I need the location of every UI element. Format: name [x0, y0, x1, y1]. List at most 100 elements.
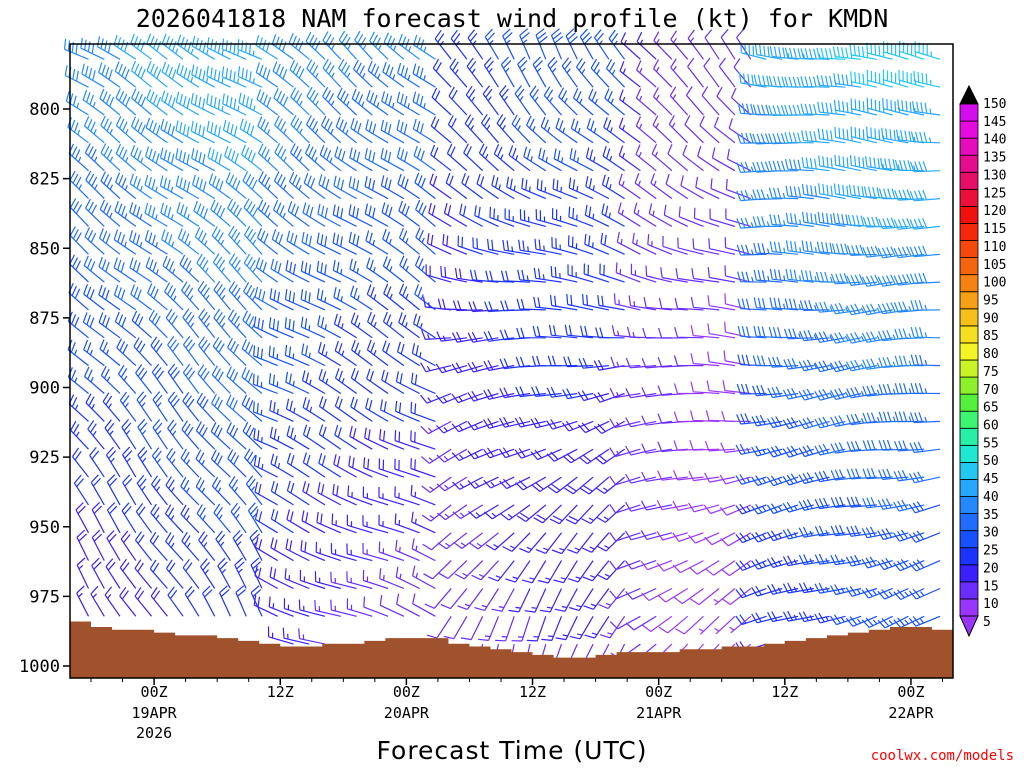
wind-barb — [68, 143, 89, 172]
wind-barb — [76, 557, 90, 589]
wind-barb — [364, 147, 389, 172]
wind-barb — [599, 615, 626, 639]
wind-barb — [378, 514, 405, 534]
wind-barb — [502, 239, 531, 255]
wind-barb — [737, 354, 767, 367]
wind-barb — [862, 439, 893, 451]
wind-barb — [286, 509, 310, 534]
wind-barb — [300, 540, 326, 562]
colorbar-segment — [959, 496, 979, 514]
wind-barb — [830, 360, 862, 373]
wind-barb — [196, 392, 216, 422]
wind-barb — [411, 343, 436, 367]
wind-barb — [555, 117, 578, 144]
wind-barb — [736, 413, 767, 425]
wind-barb — [333, 286, 357, 311]
wind-barb — [467, 331, 499, 343]
wind-barb — [801, 157, 830, 172]
wind-barb — [175, 120, 200, 144]
wind-barb — [244, 448, 263, 478]
wind-barb — [382, 340, 405, 367]
wind-barb — [585, 147, 610, 172]
wind-barb — [366, 257, 389, 283]
wind-barb — [106, 474, 121, 506]
wind-barb — [349, 147, 373, 172]
wind-barb — [830, 469, 862, 481]
wind-barb — [581, 532, 610, 553]
wind-barb — [105, 558, 121, 589]
wind-barb — [84, 227, 105, 255]
wind-barb — [145, 146, 168, 172]
wind-barb — [830, 496, 862, 508]
wind-barb — [707, 267, 736, 283]
wind-barb — [682, 144, 704, 172]
wind-barb — [474, 588, 500, 611]
wind-barb — [253, 455, 278, 478]
wind-barb — [554, 588, 578, 612]
y-tick-label: 975 — [29, 587, 60, 607]
wind-barb — [415, 227, 436, 255]
wind-barb — [167, 363, 184, 394]
wind-barb — [242, 310, 263, 339]
wind-barb — [379, 568, 405, 590]
y-tick-label: 950 — [29, 518, 60, 538]
wind-barb — [697, 146, 720, 172]
wind-barb — [881, 127, 909, 144]
wind-barb — [225, 172, 247, 200]
wind-barb — [150, 587, 168, 617]
wind-barb — [690, 325, 720, 339]
wind-barb — [398, 312, 420, 339]
wind-barb — [194, 227, 216, 255]
wind-barb — [491, 588, 515, 612]
wind-barb — [364, 203, 389, 227]
wind-barb — [412, 91, 436, 116]
wind-barb — [149, 531, 168, 561]
wind-barb — [531, 386, 562, 397]
wind-barb — [798, 472, 830, 485]
wind-barb — [893, 273, 925, 286]
wind-barb — [553, 148, 578, 172]
wind-barb — [161, 229, 184, 255]
wind-barb — [526, 616, 547, 642]
wind-barb — [567, 235, 594, 255]
wind-barb — [569, 148, 594, 172]
wind-barb — [228, 281, 247, 311]
wind-barb — [641, 443, 672, 454]
wind-barb — [137, 418, 153, 450]
wind-barb — [378, 487, 405, 506]
wind-barb — [284, 317, 310, 339]
wind-barb — [861, 615, 893, 629]
wind-barb — [504, 208, 531, 227]
wind-barb — [784, 298, 814, 311]
wind-barb — [798, 359, 830, 372]
wind-barb — [380, 147, 405, 172]
wind-barb — [516, 327, 546, 339]
wind-barb — [866, 97, 893, 116]
wind-barb — [362, 515, 389, 534]
wind-barb — [533, 267, 562, 283]
wind-barb — [651, 143, 673, 172]
wind-barb — [159, 147, 184, 172]
wind-barb — [707, 351, 736, 367]
wind-barb — [517, 56, 531, 88]
wind-barb — [878, 439, 909, 451]
wind-barb — [893, 218, 925, 230]
wind-barb — [783, 358, 814, 370]
wind-barb — [298, 599, 326, 617]
colorbar-segment — [959, 427, 979, 446]
wind-barb — [526, 115, 547, 144]
wind-barb — [144, 202, 168, 227]
wind-barb — [191, 148, 215, 172]
wind-barb — [601, 174, 625, 200]
wind-barb — [619, 61, 641, 88]
colorbar-top-arrow — [959, 84, 979, 105]
wind-barb — [105, 446, 121, 478]
wind-barb — [133, 337, 153, 367]
wind-barb — [116, 338, 137, 367]
wind-barb — [814, 360, 846, 373]
wind-barb — [784, 76, 814, 88]
wind-barb — [483, 330, 515, 342]
wind-barb — [224, 145, 247, 172]
wind-barb — [640, 530, 673, 540]
wind-barb — [121, 419, 137, 450]
